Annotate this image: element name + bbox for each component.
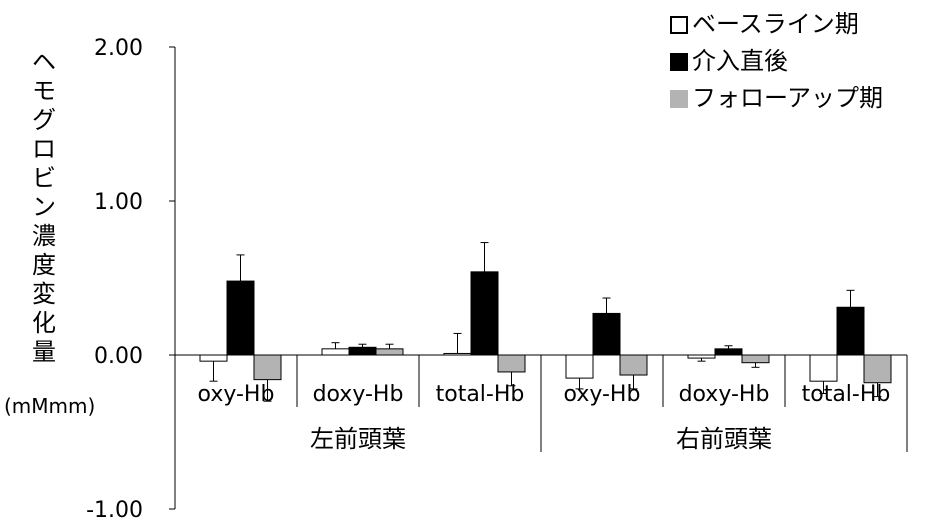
chart-labels: 2.00 1.00 0.00 -1.00 oxy-Hb doxy-Hb total-Hb ox… xyxy=(86,36,890,523)
bar xyxy=(321,348,350,356)
legend-label: 介入直後 xyxy=(692,47,788,75)
legend-item: ベースライン期 xyxy=(670,6,883,43)
bar xyxy=(714,348,743,356)
bar xyxy=(836,306,865,356)
legend-label: ベースライン期 xyxy=(692,10,859,38)
bar xyxy=(863,354,892,384)
bar xyxy=(497,354,526,373)
legend-swatch xyxy=(670,52,688,71)
chart-axes xyxy=(169,46,908,510)
bar xyxy=(470,271,499,356)
bar xyxy=(199,354,228,362)
legend-swatch xyxy=(670,15,688,34)
y-tick-label: 2.00 xyxy=(94,36,143,61)
bar xyxy=(565,354,594,379)
chart-bars xyxy=(199,242,892,402)
y-tick-label: 1.00 xyxy=(94,190,143,215)
x-tick-label: oxy-Hb xyxy=(198,382,275,407)
y-tick-label: -1.00 xyxy=(86,498,143,523)
legend-item: 介入直後 xyxy=(670,43,883,80)
y-axis-unit: (mMmm) xyxy=(4,394,96,418)
bar xyxy=(375,348,404,356)
x-tick-label: doxy-Hb xyxy=(679,382,770,407)
legend-swatch xyxy=(670,89,688,108)
bar xyxy=(253,354,282,381)
bar xyxy=(348,346,377,356)
group-label: 左前頭葉 xyxy=(310,425,406,453)
bar xyxy=(741,354,770,364)
group-label: 右前頭葉 xyxy=(676,425,772,453)
y-tick-label: 0.00 xyxy=(94,344,143,369)
bar xyxy=(619,354,648,376)
bar xyxy=(443,352,472,356)
legend-label: フォローアップ期 xyxy=(692,84,884,112)
x-tick-label: oxy-Hb xyxy=(564,382,641,407)
x-tick-label: total-Hb xyxy=(436,382,525,407)
bar xyxy=(592,312,621,356)
bar xyxy=(687,354,716,359)
chart-legend: ベースライン期 介入直後フォローアップ期 xyxy=(670,6,883,117)
bar xyxy=(226,280,255,356)
x-tick-label: doxy-Hb xyxy=(313,382,404,407)
legend-item: フォローアップ期 xyxy=(670,80,883,117)
y-axis-label: ヘモグロビン濃度変化量 xyxy=(32,48,56,366)
x-tick-label: total-Hb xyxy=(802,382,891,407)
bar xyxy=(809,354,838,382)
